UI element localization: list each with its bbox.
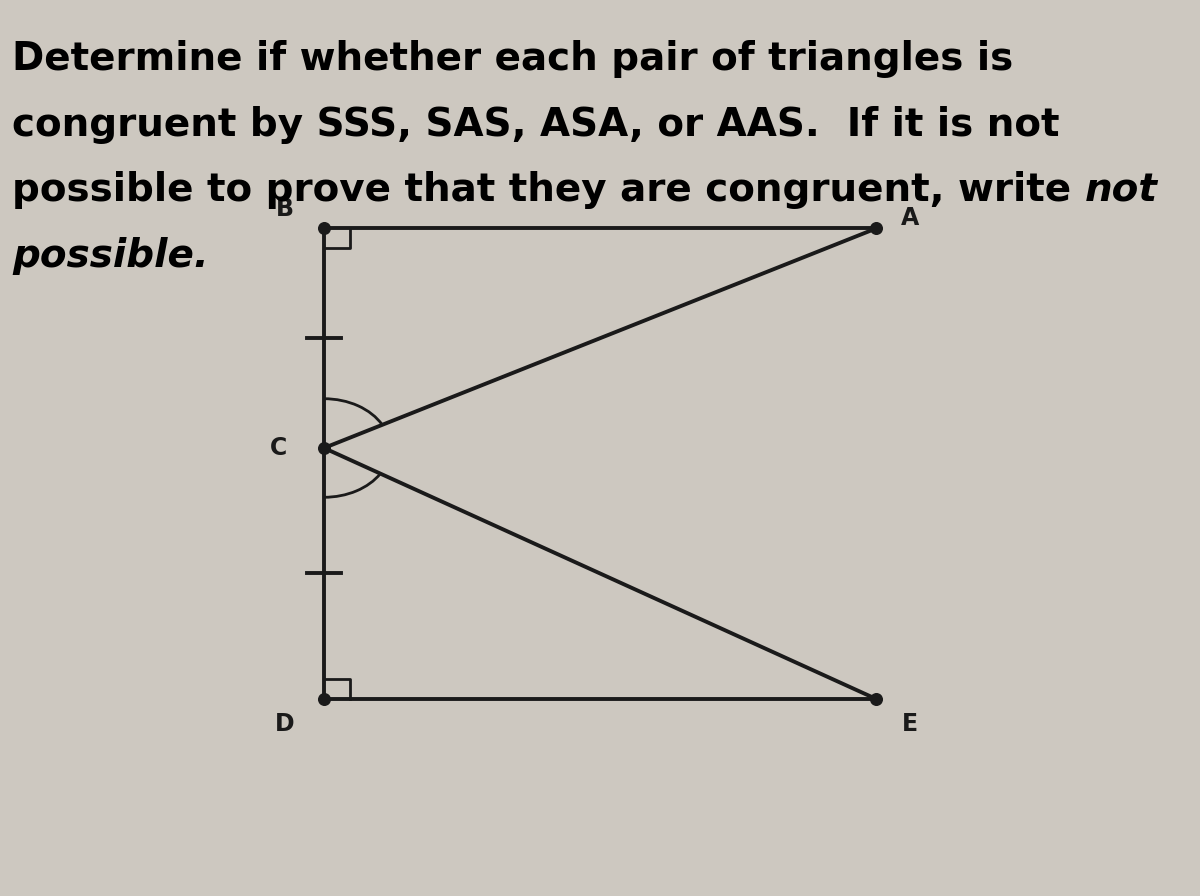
Point (314, 221, 334, 236)
Text: Determine if whether each pair of triangles is: Determine if whether each pair of triang… (12, 40, 1013, 78)
Text: possible.: possible. (12, 237, 209, 274)
Text: B: B (276, 197, 294, 220)
Text: D: D (275, 712, 294, 736)
Text: possible to prove that they are congruent, write: possible to prove that they are congruen… (12, 171, 1085, 209)
Text: C: C (270, 436, 287, 460)
Text: E: E (901, 712, 918, 736)
Text: congruent by SSS, SAS, ASA, or AAS.  If it is not: congruent by SSS, SAS, ASA, or AAS. If i… (12, 106, 1060, 143)
Point (314, 441, 334, 455)
Text: not: not (1085, 171, 1158, 209)
Text: A: A (900, 206, 919, 229)
Point (314, 692, 334, 706)
Point (866, 221, 886, 236)
Point (866, 692, 886, 706)
